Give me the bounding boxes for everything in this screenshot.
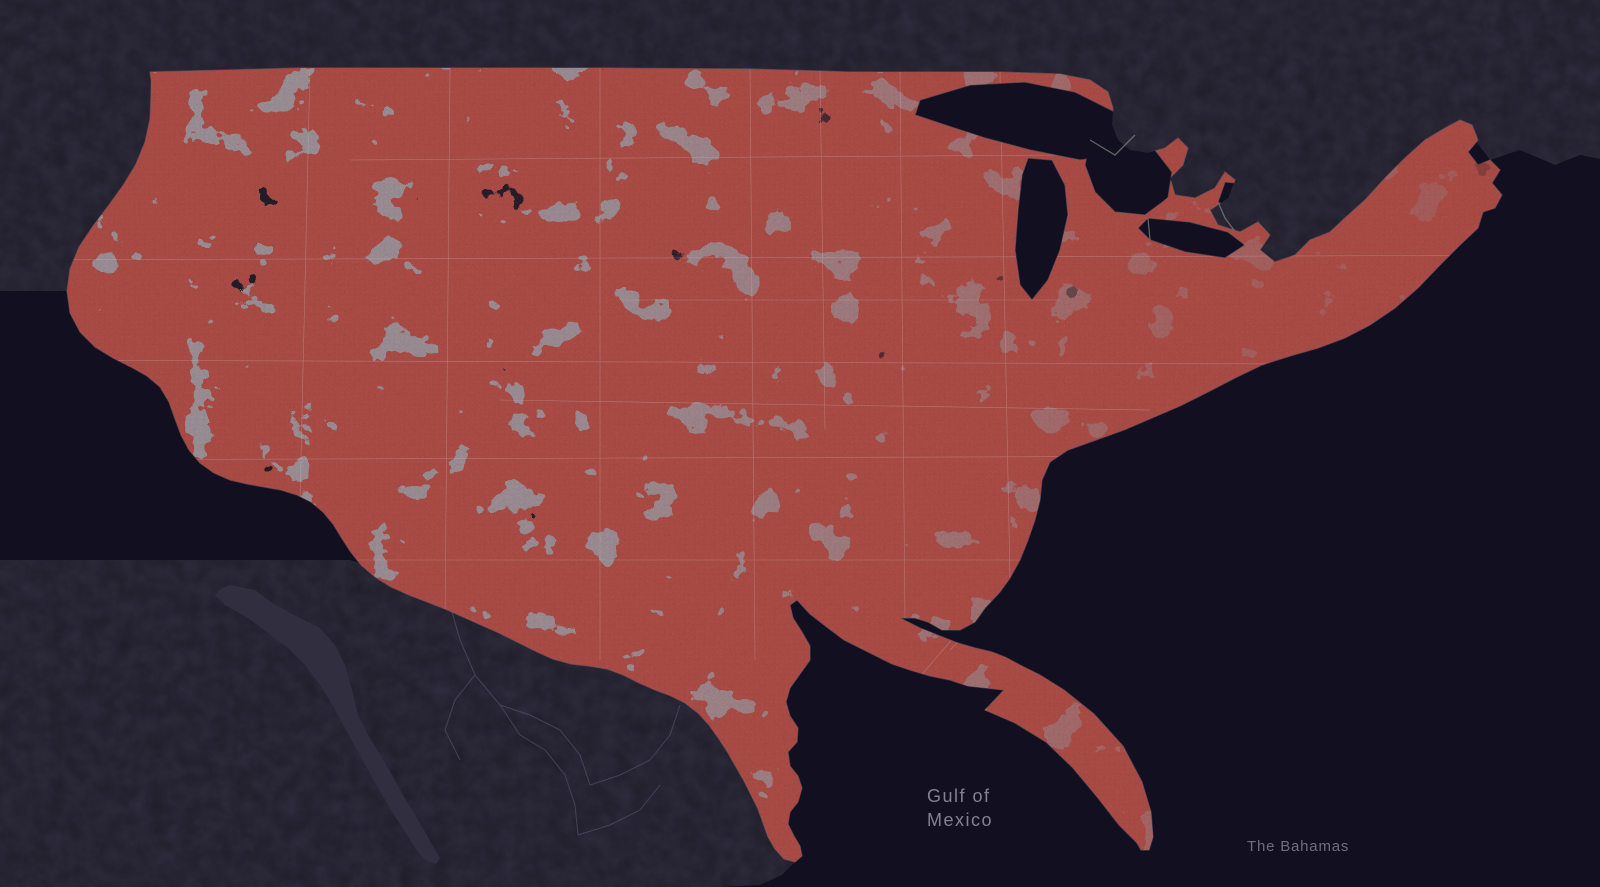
svg-text:The Bahamas: The Bahamas: [1247, 838, 1349, 855]
svg-text:Mexico: Mexico: [927, 810, 993, 830]
svg-text:Gulf of: Gulf of: [927, 786, 991, 806]
